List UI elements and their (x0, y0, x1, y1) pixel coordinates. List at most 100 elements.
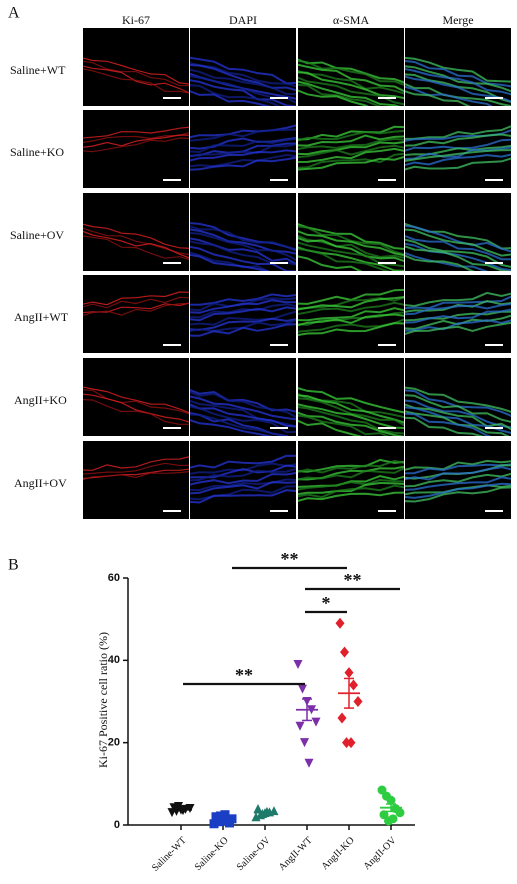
fiber (298, 130, 404, 142)
fiber (190, 419, 273, 436)
fiber (405, 319, 511, 332)
data-point (337, 712, 347, 724)
tissue (190, 124, 296, 171)
panel-label: B (8, 557, 19, 574)
fiber (190, 149, 296, 162)
tissue (405, 459, 511, 503)
fiber (298, 71, 404, 100)
tissue (298, 125, 404, 171)
fiber (298, 155, 404, 171)
significance-label: ** (235, 665, 253, 685)
image-background (298, 275, 404, 353)
fiber (298, 313, 404, 327)
fiber (298, 481, 404, 496)
fiber (298, 230, 404, 257)
row-label: Saline+KO (10, 145, 64, 159)
row-label: Saline+OV (10, 228, 64, 242)
fiber (298, 137, 404, 151)
tissue (190, 293, 296, 337)
image-background (83, 28, 189, 106)
fiber (83, 223, 189, 249)
fiber (190, 79, 296, 106)
tissue (190, 222, 296, 271)
fiber (190, 303, 296, 319)
micrograph (405, 193, 511, 271)
fiber (405, 157, 511, 171)
tissue (83, 291, 189, 317)
fiber (190, 56, 296, 85)
data-point (346, 737, 356, 749)
tissue (190, 56, 296, 106)
fiber (83, 462, 189, 475)
micrograph (83, 28, 189, 106)
tissue (190, 454, 296, 504)
tissue (83, 456, 189, 481)
y-tick-label: 20 (108, 737, 120, 749)
fiber (83, 456, 189, 471)
fiber (190, 389, 296, 413)
fiber (298, 241, 404, 268)
micrograph (190, 110, 296, 188)
fiber (190, 63, 296, 92)
fiber (298, 478, 404, 491)
data-point (225, 818, 234, 828)
fiber (405, 476, 511, 491)
image-background (83, 110, 189, 188)
micrograph (405, 275, 511, 353)
fiber (190, 136, 296, 150)
fiber (83, 468, 189, 480)
data-point (174, 801, 183, 811)
fiber (190, 143, 296, 158)
fiber (298, 76, 404, 106)
fiber (190, 156, 296, 171)
fiber (298, 58, 404, 84)
tissue (298, 387, 404, 436)
fiber (83, 398, 189, 425)
fiber (190, 390, 296, 419)
fiber (190, 462, 296, 475)
y-tick-label: 60 (108, 572, 120, 584)
fiber (298, 152, 404, 169)
fiber (83, 230, 189, 259)
fiber (405, 412, 492, 436)
significance-label: ** (281, 549, 299, 569)
fiber (298, 467, 404, 481)
x-tick-label: Saline-WT (150, 835, 189, 874)
column-header: DAPI (229, 13, 257, 27)
fiber (190, 228, 296, 255)
micrograph (190, 275, 296, 353)
image-background (298, 110, 404, 188)
micrograph (298, 358, 404, 436)
fiber (83, 302, 189, 317)
data-point (335, 617, 345, 629)
fiber (298, 147, 404, 163)
fiber (190, 153, 296, 168)
fiber (190, 489, 296, 504)
y-axis-label: Ki-67 Positive cell ratio (%) (96, 632, 110, 768)
fiber (83, 57, 189, 85)
fiber (298, 144, 404, 159)
micrograph (190, 193, 296, 271)
micrograph (83, 275, 189, 353)
fiber (298, 459, 404, 474)
tissue (83, 126, 189, 153)
fiber (405, 85, 493, 106)
fiber (190, 137, 296, 154)
fiber (190, 225, 296, 252)
micrograph (405, 358, 511, 436)
fiber (298, 322, 404, 336)
fiber (405, 310, 511, 322)
image-background (83, 275, 189, 353)
fiber (405, 90, 471, 106)
data-point (395, 808, 405, 818)
image-background (83, 193, 189, 271)
fiber (298, 141, 404, 156)
fiber (190, 237, 296, 266)
fiber (190, 84, 281, 106)
fiber (405, 56, 511, 83)
fiber (190, 253, 271, 271)
data-point (185, 804, 195, 814)
fiber (83, 235, 189, 261)
data-point (295, 721, 305, 731)
